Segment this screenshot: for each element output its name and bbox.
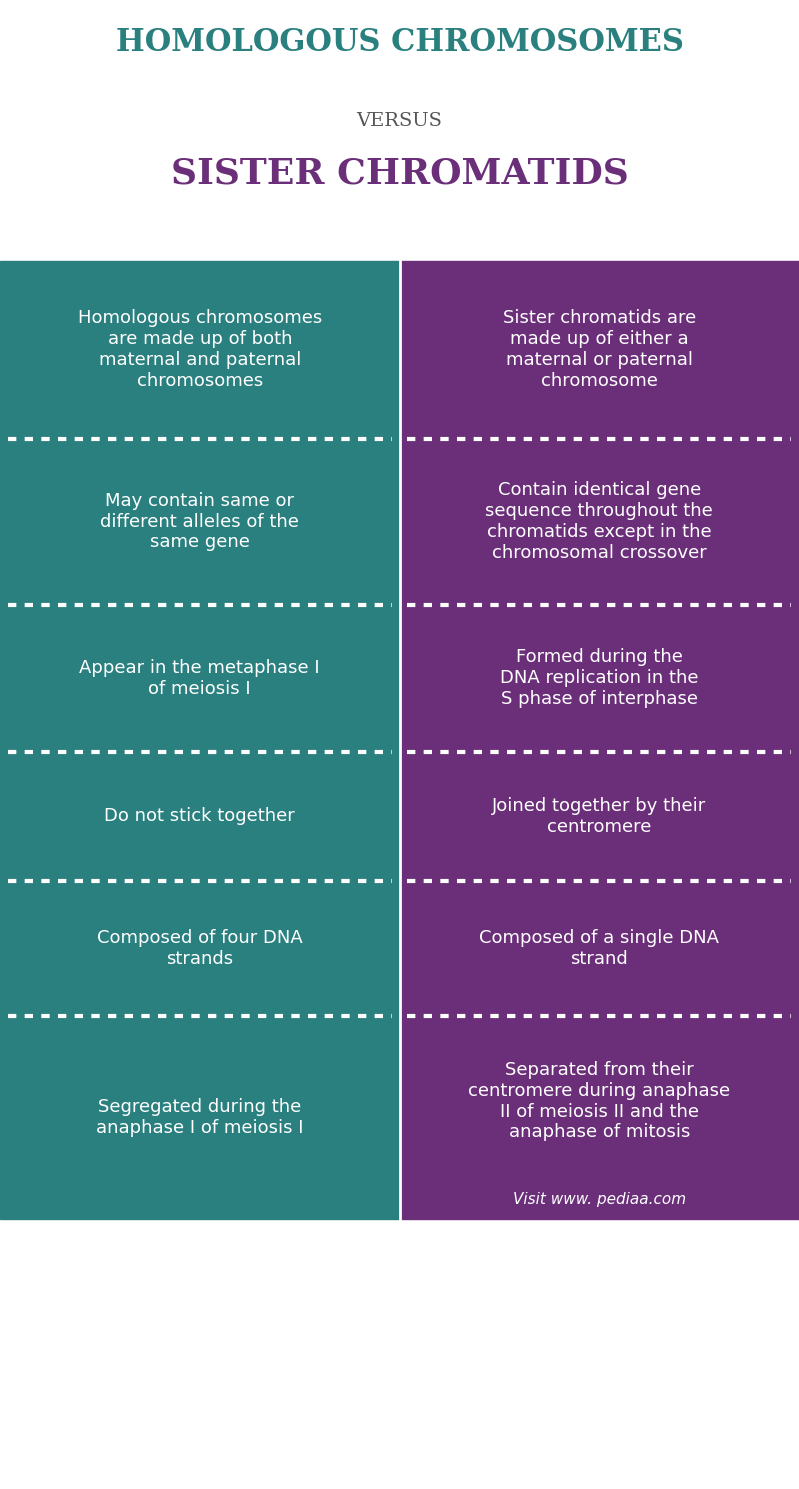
Text: SISTER CHROMATIDS: SISTER CHROMATIDS <box>171 156 628 191</box>
Bar <box>0 1015 400 1218</box>
Text: Separated from their
centromere during anaphase
II of meiosis II and the
anaphas: Separated from their centromere during a… <box>468 1062 730 1142</box>
Text: Composed of four DNA
strands: Composed of four DNA strands <box>97 929 303 968</box>
Bar <box>0 752 400 881</box>
Text: Visit www. pediaa.com: Visit www. pediaa.com <box>513 1191 686 1206</box>
Text: VERSUS: VERSUS <box>356 112 443 130</box>
Bar <box>400 881 799 1015</box>
Text: Contain identical gene
sequence throughout the
chromatids except in the
chromoso: Contain identical gene sequence througho… <box>485 481 714 561</box>
Text: Homologous chromosomes
are made up of both
maternal and paternal
chromosomes: Homologous chromosomes are made up of bo… <box>78 310 322 390</box>
Bar <box>0 605 400 752</box>
Text: HOMOLOGOUS CHROMOSOMES: HOMOLOGOUS CHROMOSOMES <box>116 27 683 58</box>
Bar <box>0 261 400 439</box>
Text: May contain same or
different alleles of the
same gene: May contain same or different alleles of… <box>101 491 299 551</box>
Text: Segregated during the
anaphase I of meiosis I: Segregated during the anaphase I of meio… <box>96 1097 304 1136</box>
Bar <box>400 605 799 752</box>
Text: Appear in the metaphase I
of meiosis I: Appear in the metaphase I of meiosis I <box>79 658 320 698</box>
Bar <box>400 261 799 439</box>
Bar <box>0 439 400 605</box>
Bar <box>0 881 400 1015</box>
Text: Composed of a single DNA
strand: Composed of a single DNA strand <box>479 929 719 968</box>
Text: Do not stick together: Do not stick together <box>105 807 295 825</box>
Bar <box>400 752 799 881</box>
Text: Sister chromatids are
made up of either a
maternal or paternal
chromosome: Sister chromatids are made up of either … <box>503 310 696 390</box>
Bar <box>400 1015 799 1218</box>
Bar <box>0 0 799 261</box>
Text: Joined together by their
centromere: Joined together by their centromere <box>492 797 706 835</box>
Text: Formed during the
DNA replication in the
S phase of interphase: Formed during the DNA replication in the… <box>500 648 698 709</box>
Bar <box>400 439 799 605</box>
